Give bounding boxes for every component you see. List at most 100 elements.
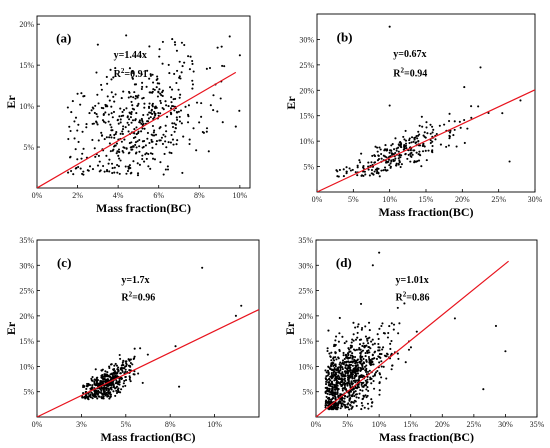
data-point	[452, 134, 455, 137]
y-axis-label: Er	[4, 321, 18, 335]
data-point	[357, 386, 360, 389]
data-point	[100, 131, 103, 134]
data-point	[112, 375, 115, 378]
data-point	[338, 371, 341, 374]
data-point	[388, 164, 391, 167]
data-point	[145, 85, 148, 88]
data-point	[173, 109, 176, 112]
data-point	[376, 333, 379, 336]
data-point	[100, 134, 104, 137]
data-point	[429, 132, 432, 135]
data-point	[141, 157, 144, 161]
data-point	[198, 121, 201, 124]
data-point	[192, 127, 195, 130]
data-point	[390, 339, 393, 343]
data-point	[361, 349, 365, 352]
data-point	[143, 160, 146, 163]
data-point	[102, 395, 105, 398]
data-point	[327, 329, 330, 332]
data-point	[328, 352, 331, 355]
data-point	[374, 350, 377, 353]
data-point	[408, 142, 411, 145]
data-point	[453, 120, 456, 123]
data-point	[151, 152, 154, 155]
data-point	[122, 382, 125, 385]
data-point	[112, 148, 115, 151]
data-point	[336, 382, 339, 385]
data-point	[325, 371, 328, 374]
data-point	[359, 161, 362, 164]
data-point	[394, 137, 397, 140]
data-point	[359, 358, 362, 361]
data-point	[122, 146, 125, 149]
data-point	[178, 120, 182, 123]
y-tick-label: 10%	[298, 362, 313, 371]
data-point	[191, 79, 194, 82]
data-point	[334, 393, 338, 396]
data-point	[324, 390, 327, 393]
data-point	[132, 160, 135, 163]
y-tick-label: 15%	[299, 112, 314, 121]
data-point	[356, 359, 359, 362]
data-point	[382, 169, 385, 172]
data-point	[364, 394, 367, 397]
data-point	[164, 140, 167, 143]
data-point	[133, 83, 136, 86]
data-point	[71, 100, 74, 103]
data-point	[373, 161, 377, 164]
data-point	[396, 352, 399, 355]
data-point	[169, 107, 173, 110]
data-point	[350, 363, 353, 366]
data-point	[124, 360, 127, 363]
data-point	[390, 144, 393, 147]
data-point	[166, 115, 169, 118]
data-point	[67, 171, 70, 174]
data-point	[390, 368, 393, 371]
data-point	[147, 117, 150, 120]
data-point	[145, 157, 148, 160]
data-point	[126, 169, 130, 173]
data-point	[359, 369, 362, 373]
scatter-panel: 0% 3% 5% 8% 10% 5% 10% 15% 20% 25% 30% 35% Mass frac…	[4, 236, 260, 444]
data-point	[119, 357, 122, 360]
data-point	[346, 381, 349, 384]
data-point	[98, 160, 101, 163]
data-point	[355, 396, 358, 399]
data-point	[397, 332, 400, 335]
data-point	[158, 88, 161, 91]
y-tick-label: 5%	[23, 388, 34, 397]
data-point	[353, 394, 356, 398]
data-point	[151, 146, 154, 149]
data-point	[113, 133, 116, 137]
data-point	[347, 380, 351, 384]
data-point	[116, 385, 119, 388]
data-point	[179, 109, 183, 112]
x-tick-label: 30%	[528, 195, 543, 204]
data-point	[380, 169, 383, 172]
data-point	[158, 127, 161, 130]
data-point	[124, 384, 127, 387]
data-point	[370, 169, 374, 172]
data-point	[105, 75, 108, 79]
data-point	[115, 389, 118, 392]
data-point	[167, 105, 170, 108]
data-point	[100, 381, 104, 384]
data-point	[341, 398, 344, 402]
data-point	[336, 175, 339, 178]
data-point	[453, 128, 456, 131]
y-tick-label: 5%	[303, 163, 314, 172]
data-point	[326, 387, 329, 390]
data-point	[135, 126, 138, 129]
data-point	[364, 173, 367, 176]
data-point	[169, 86, 172, 89]
data-point	[165, 130, 168, 133]
data-point	[366, 386, 369, 389]
data-point	[95, 395, 98, 398]
data-point	[96, 397, 99, 400]
data-point	[407, 348, 411, 351]
data-point	[370, 382, 373, 385]
data-point	[335, 169, 338, 172]
data-point	[431, 140, 434, 143]
data-point	[106, 395, 109, 398]
data-point	[123, 379, 126, 382]
